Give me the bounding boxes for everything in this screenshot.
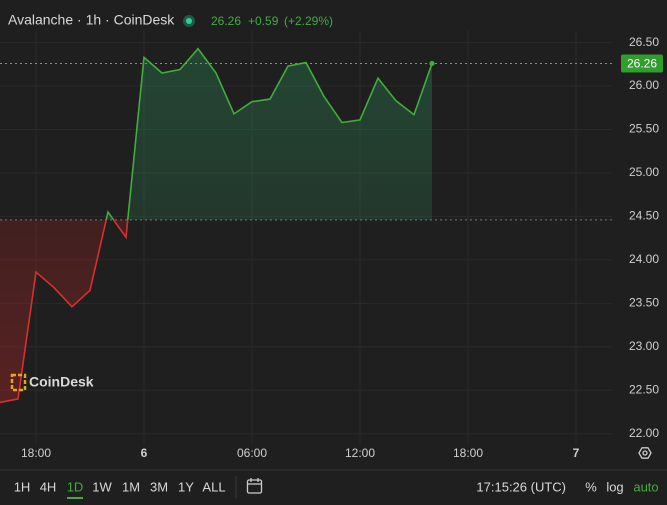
range-button[interactable]: 1M: [122, 479, 140, 494]
y-tick-label: 26.50: [629, 35, 659, 49]
range-button[interactable]: 1D: [67, 479, 84, 494]
y-tick-label: 23.50: [629, 296, 659, 310]
percent-toggle[interactable]: %: [585, 479, 597, 494]
watermark: CoinDesk: [10, 373, 94, 392]
chart-title: Avalanche · 1h · CoinDesk: [8, 12, 175, 28]
x-tick-label: 7: [573, 446, 580, 460]
change-pct: (+2.29%): [284, 14, 333, 28]
watermark-text: CoinDesk: [29, 374, 94, 390]
range-button[interactable]: 1Y: [178, 479, 194, 494]
line-below: [0, 219, 129, 404]
y-tick-label: 26.00: [629, 78, 659, 92]
y-tick-label: 24.00: [629, 252, 659, 266]
plot-area: [0, 30, 612, 445]
watermark-icon: [10, 373, 27, 392]
y-tick-label: 22.50: [629, 382, 659, 396]
x-tick-label: 06:00: [237, 446, 267, 460]
price-tag: [621, 54, 663, 73]
y-tick-label: 22.00: [629, 426, 659, 440]
range-button[interactable]: 4H: [40, 479, 57, 494]
status-dot: [186, 18, 192, 24]
y-tick-label: 25.00: [629, 165, 659, 179]
area-below: [0, 219, 432, 403]
x-tick-label: 18:00: [453, 446, 483, 460]
calendar-icon[interactable]: [246, 478, 263, 494]
range-button[interactable]: ALL: [202, 479, 225, 494]
y-tick-label: 23.00: [629, 339, 659, 353]
log-toggle[interactable]: log: [606, 479, 623, 494]
y-tick-label: 25.50: [629, 122, 659, 136]
range-button[interactable]: 1H: [14, 479, 31, 494]
x-tick-label: 12:00: [345, 446, 375, 460]
range-button[interactable]: 1W: [92, 479, 112, 494]
auto-toggle[interactable]: auto: [633, 479, 658, 494]
clock: 17:15:26 (UTC): [476, 479, 566, 494]
range-button[interactable]: 3M: [150, 479, 168, 494]
area-above: [106, 48, 432, 220]
x-tick-label: 18:00: [21, 446, 51, 460]
line-above: [105, 47, 433, 220]
price: 26.26: [211, 14, 241, 28]
price-tag-label: 26.26: [627, 57, 657, 71]
x-tick-label: 6: [141, 446, 148, 460]
change: +0.59: [248, 14, 279, 28]
last-point: [429, 60, 435, 67]
y-tick-label: 24.50: [629, 209, 659, 223]
settings-icon[interactable]: [638, 447, 652, 459]
